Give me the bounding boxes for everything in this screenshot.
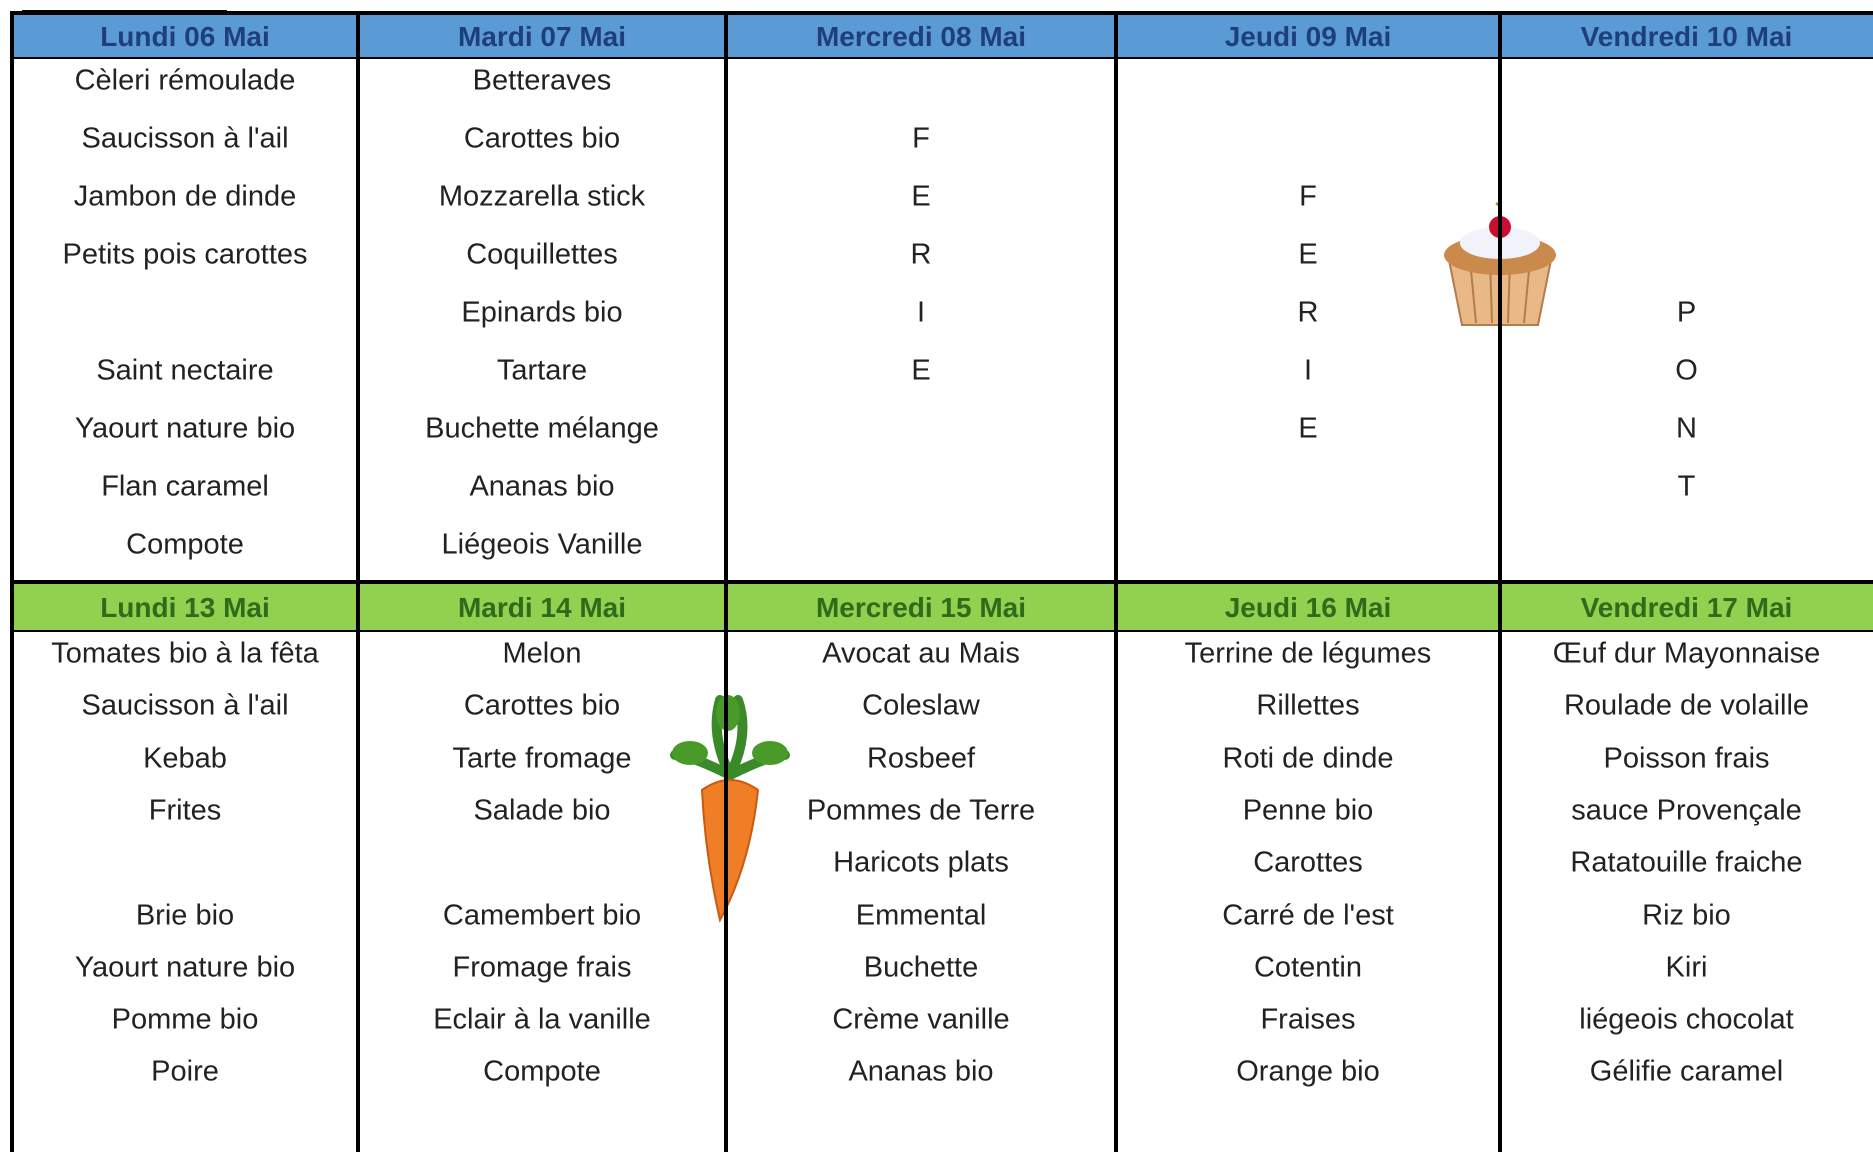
header-border bbox=[12, 630, 1873, 632]
menu-item: Roulade de volaille bbox=[1563, 689, 1810, 722]
menu-item: Coleslaw bbox=[862, 689, 980, 722]
day-header: Mardi 14 Mai bbox=[358, 584, 726, 632]
menu-item: E bbox=[1298, 412, 1318, 445]
menu-item: Pomme bio bbox=[111, 1003, 259, 1036]
column-border bbox=[10, 11, 14, 1152]
menu-item: O bbox=[1675, 354, 1698, 387]
menu-item: Carottes bio bbox=[463, 122, 621, 155]
menu-item: Pommes de Terre bbox=[806, 794, 1036, 827]
menu-item: liégeois chocolat bbox=[1579, 1003, 1794, 1036]
day-header: Lundi 06 Mai bbox=[12, 15, 358, 59]
menu-item: P bbox=[1676, 296, 1697, 329]
menu-item: Flan caramel bbox=[101, 470, 269, 503]
menu-item: Penne bio bbox=[1242, 794, 1374, 827]
menu-item: Carré de l'est bbox=[1222, 899, 1394, 931]
menu-item: Ananas bio bbox=[848, 1055, 994, 1088]
menu-item: Coquillettes bbox=[466, 238, 618, 271]
day-header: Mardi 07 Mai bbox=[358, 15, 726, 59]
day-header: Mercredi 15 Mai bbox=[726, 584, 1116, 632]
menu-item: Cèleri rémoulade bbox=[74, 64, 296, 97]
menu-item: Compote bbox=[126, 528, 244, 561]
menu-item: Poisson frais bbox=[1603, 742, 1770, 775]
menu-item: Salade bio bbox=[473, 794, 611, 827]
menu-item: Betteraves bbox=[472, 64, 612, 97]
menu-item: Brie bio bbox=[135, 899, 235, 931]
menu-item: Yaourt nature bio bbox=[74, 412, 296, 445]
menu-item: Carottes bbox=[1253, 846, 1363, 879]
menu-item: E bbox=[911, 354, 931, 387]
day-header: Jeudi 16 Mai bbox=[1116, 584, 1500, 632]
menu-item: Œuf dur Mayonnaise bbox=[1552, 637, 1821, 670]
menu-item: Buchette mélange bbox=[425, 412, 659, 445]
header-border bbox=[12, 57, 1873, 59]
day-header: Mercredi 08 Mai bbox=[726, 15, 1116, 59]
menu-item: E bbox=[911, 180, 931, 213]
menu-item: Roti de dinde bbox=[1222, 742, 1394, 775]
menu-item: Petits pois carottes bbox=[62, 238, 308, 271]
menu-item: Riz bio bbox=[1642, 899, 1731, 931]
header-border bbox=[12, 580, 1873, 584]
column-border bbox=[724, 11, 728, 1152]
menu-item: Compote bbox=[483, 1055, 601, 1088]
menu-item: Carottes bio bbox=[463, 689, 621, 722]
menu-item: Camembert bio bbox=[442, 899, 642, 931]
menu-item: Buchette bbox=[863, 951, 979, 984]
carrot-icon bbox=[670, 695, 790, 923]
menu-item: Rillettes bbox=[1256, 689, 1360, 722]
menu-item: Fromage frais bbox=[452, 951, 632, 984]
column-border bbox=[1498, 11, 1502, 1152]
menu-item: Ananas bio bbox=[469, 470, 615, 503]
day-header: Lundi 13 Mai bbox=[12, 584, 358, 632]
menu-item: Melon bbox=[502, 637, 582, 670]
menu-item: Eclair à la vanille bbox=[433, 1003, 651, 1036]
menu-item: Haricots plats bbox=[833, 846, 1009, 879]
menu-item: T bbox=[1677, 470, 1696, 503]
menu-item: Cotentin bbox=[1253, 951, 1363, 984]
menu-item: Liégeois Vanille bbox=[441, 528, 643, 561]
menu-item: Terrine de légumes bbox=[1184, 637, 1432, 670]
menu-item: E bbox=[1298, 238, 1318, 271]
menu-item: F bbox=[912, 122, 930, 155]
menu-item: Fraises bbox=[1260, 1003, 1356, 1036]
menu-item: Epinards bio bbox=[461, 296, 623, 329]
column-border bbox=[1114, 11, 1118, 1152]
menu-item: Yaourt nature bio bbox=[74, 951, 296, 984]
menu-item: N bbox=[1676, 412, 1697, 445]
menu-item: I bbox=[1303, 354, 1313, 387]
menu-item: Tomates bio à la fêta bbox=[51, 637, 319, 670]
menu-item: R bbox=[910, 238, 932, 271]
menu-item: Saint nectaire bbox=[96, 354, 274, 387]
menu-item: Tarte fromage bbox=[452, 742, 632, 775]
menu-item: sauce Provençale bbox=[1571, 794, 1802, 827]
menu-item: Saucisson à l'ail bbox=[81, 689, 289, 722]
menu-item: Rosbeef bbox=[866, 742, 976, 775]
menu-item: R bbox=[1297, 296, 1319, 329]
menu-item: Ratatouille fraiche bbox=[1570, 846, 1803, 879]
menu-item: Kiri bbox=[1665, 951, 1708, 984]
menu-item: Tartare bbox=[496, 354, 588, 387]
menu-item: Kebab bbox=[143, 742, 227, 775]
menu-item: Frites bbox=[148, 794, 222, 827]
day-header: Jeudi 09 Mai bbox=[1116, 15, 1500, 59]
menu-item: Poire bbox=[151, 1055, 219, 1088]
menu-item: I bbox=[916, 296, 926, 329]
menu-item: Avocat au Mais bbox=[822, 637, 1020, 670]
day-header: Vendredi 17 Mai bbox=[1500, 584, 1873, 632]
menu-item: F bbox=[1299, 180, 1317, 213]
column-border bbox=[356, 11, 360, 1152]
header-border bbox=[12, 11, 1873, 15]
day-header: Vendredi 10 Mai bbox=[1500, 15, 1873, 59]
menu-item: Crème vanille bbox=[832, 1003, 1010, 1036]
menu-item: Emmental bbox=[855, 899, 987, 931]
menu-item: Orange bio bbox=[1236, 1055, 1380, 1088]
menu-item: Jambon de dinde bbox=[73, 180, 297, 213]
menu-item: Mozzarella stick bbox=[438, 180, 646, 213]
menu-item: Gélifie caramel bbox=[1589, 1055, 1784, 1088]
menu-item: Saucisson à l'ail bbox=[81, 122, 289, 155]
